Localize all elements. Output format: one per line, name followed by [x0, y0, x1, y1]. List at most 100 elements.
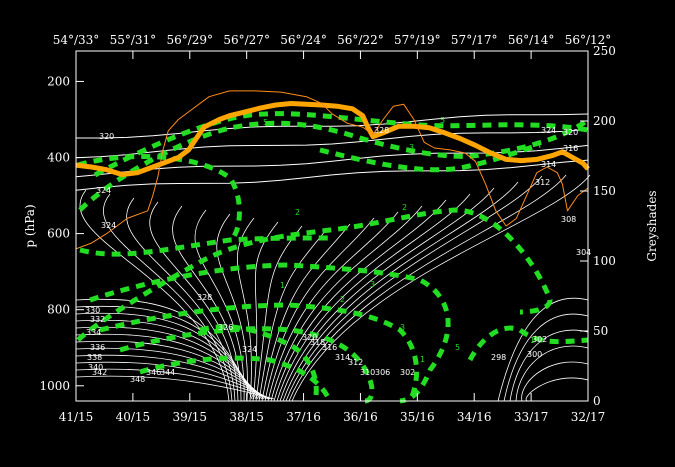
top-tick-label: 54°/33°: [53, 33, 100, 47]
isentrope-label: 320: [302, 333, 317, 342]
green-contour-label: 3: [370, 280, 375, 289]
isentrope-label: 306: [375, 368, 390, 377]
isentrope-label: 324: [101, 221, 116, 230]
isentrope-line: [75, 375, 275, 400]
green-contour: [319, 142, 541, 173]
isentrope-line: [75, 368, 273, 400]
axis-ticks: [75, 50, 589, 402]
left-tick-label: 800: [47, 303, 70, 317]
top-tick-label: 57°/19°: [394, 33, 441, 47]
isentrope-label: 326: [218, 323, 233, 332]
isentrope-line: [255, 225, 303, 402]
right-axis-title: Greyshades: [645, 190, 659, 261]
isentrope-line: [75, 347, 267, 400]
bottom-tick-label: 33/17: [514, 410, 549, 424]
right-tick-label: 0: [593, 394, 601, 408]
thick-orange-line: [75, 101, 590, 178]
green-contour-label: 1: [420, 355, 425, 364]
green-contours: 5 3 2 1 5 3 2 1 1 2 3 5: [76, 111, 590, 404]
isentrope-label: 302: [400, 368, 415, 377]
right-tick-label: 50: [593, 324, 608, 338]
top-tick-label: 57°/17°: [451, 33, 498, 47]
top-tick-label: 55°/31°: [110, 33, 157, 47]
green-contour: [99, 302, 420, 403]
top-tick-label: 56°/22°: [337, 33, 384, 47]
isentrope-line: [267, 211, 399, 402]
left-tick-label: 600: [47, 227, 70, 241]
isentrope-line: [273, 199, 447, 402]
bottom-tick-label: 40/15: [116, 410, 151, 424]
isentrope-label: 324: [541, 126, 556, 135]
isentrope-line: [525, 377, 589, 402]
isentrope-line: [285, 175, 543, 402]
isentrope-label: 302: [532, 335, 547, 344]
plot-frame: [75, 50, 589, 402]
top-tick-label: 56°/27°: [223, 33, 270, 47]
isentrope-label: 324: [242, 345, 257, 354]
isentrope-line: [75, 128, 589, 159]
thin-orange-line: [75, 90, 589, 250]
green-contour: [139, 355, 333, 403]
bottom-tick-label: 38/15: [229, 410, 264, 424]
green-contour: [93, 111, 589, 178]
isentrope-label: 318: [310, 338, 325, 347]
isentrope-line: [276, 193, 471, 402]
right-tick-label: 250: [593, 44, 616, 58]
isentrope-label: 328: [197, 293, 212, 302]
isentrope-line: [503, 313, 589, 402]
isentrope-label: 320: [99, 132, 114, 141]
isentrope-label: 312: [348, 358, 363, 367]
orange-series: [75, 90, 590, 250]
top-tick-label: 56°/12°: [565, 33, 612, 47]
isentrope-label: 346: [146, 368, 161, 377]
bottom-tick-label: 36/16: [343, 410, 378, 424]
isentrope-label: 342: [92, 368, 107, 377]
green-contour-label: 3: [400, 323, 405, 332]
isentrope-line: [216, 213, 248, 402]
right-tick-label: 200: [593, 114, 616, 128]
green-contour: [76, 207, 553, 342]
green-contour-label: 5: [263, 118, 268, 127]
green-contour-label: 5: [440, 116, 445, 125]
green-contour-label: 5: [455, 343, 460, 352]
isentrope-line: [291, 174, 591, 402]
right-tick-label: 100: [593, 254, 616, 268]
bottom-tick-label: 37/16: [286, 410, 321, 424]
isentrope-line: [75, 340, 265, 400]
plot-border: [75, 50, 589, 402]
green-contour-label: 1: [530, 336, 535, 345]
isentrope-line: [497, 297, 589, 402]
left-tick-label: 1000: [39, 379, 70, 393]
isentrope-label: 298: [491, 353, 506, 362]
isentrope-label: 324: [96, 186, 111, 195]
isentrope-line: [521, 361, 589, 402]
bottom-tick-label: 32/17: [571, 410, 606, 424]
isentrope-line: [75, 361, 271, 400]
isentrope-label: 304: [576, 248, 591, 257]
green-contour-label: 3: [409, 143, 414, 152]
green-contour: [77, 153, 242, 243]
green-contour-label: 2: [402, 203, 407, 212]
right-tick-label: 150: [593, 184, 616, 198]
isentrope-line: [75, 333, 263, 400]
green-contour-label: 2: [340, 295, 345, 304]
isentrope-line: [75, 159, 589, 191]
green-contour: [79, 235, 331, 257]
isentrope-label: 330: [85, 306, 100, 315]
left-tick-label: 400: [47, 151, 70, 165]
green-contour: [467, 325, 589, 362]
isentrope-label: 316: [563, 144, 578, 153]
isentrope-label: 310: [360, 368, 375, 377]
isentrope-label: 308: [561, 215, 576, 224]
isentrope-line: [509, 329, 589, 402]
isentrope-line: [288, 174, 567, 402]
isentrope-label: 300: [527, 350, 542, 359]
top-tick-label: 56°/24°: [280, 33, 327, 47]
isentrope-label: 328: [374, 126, 389, 135]
isentrope-label: 314: [541, 160, 556, 169]
green-contour: [78, 117, 590, 212]
